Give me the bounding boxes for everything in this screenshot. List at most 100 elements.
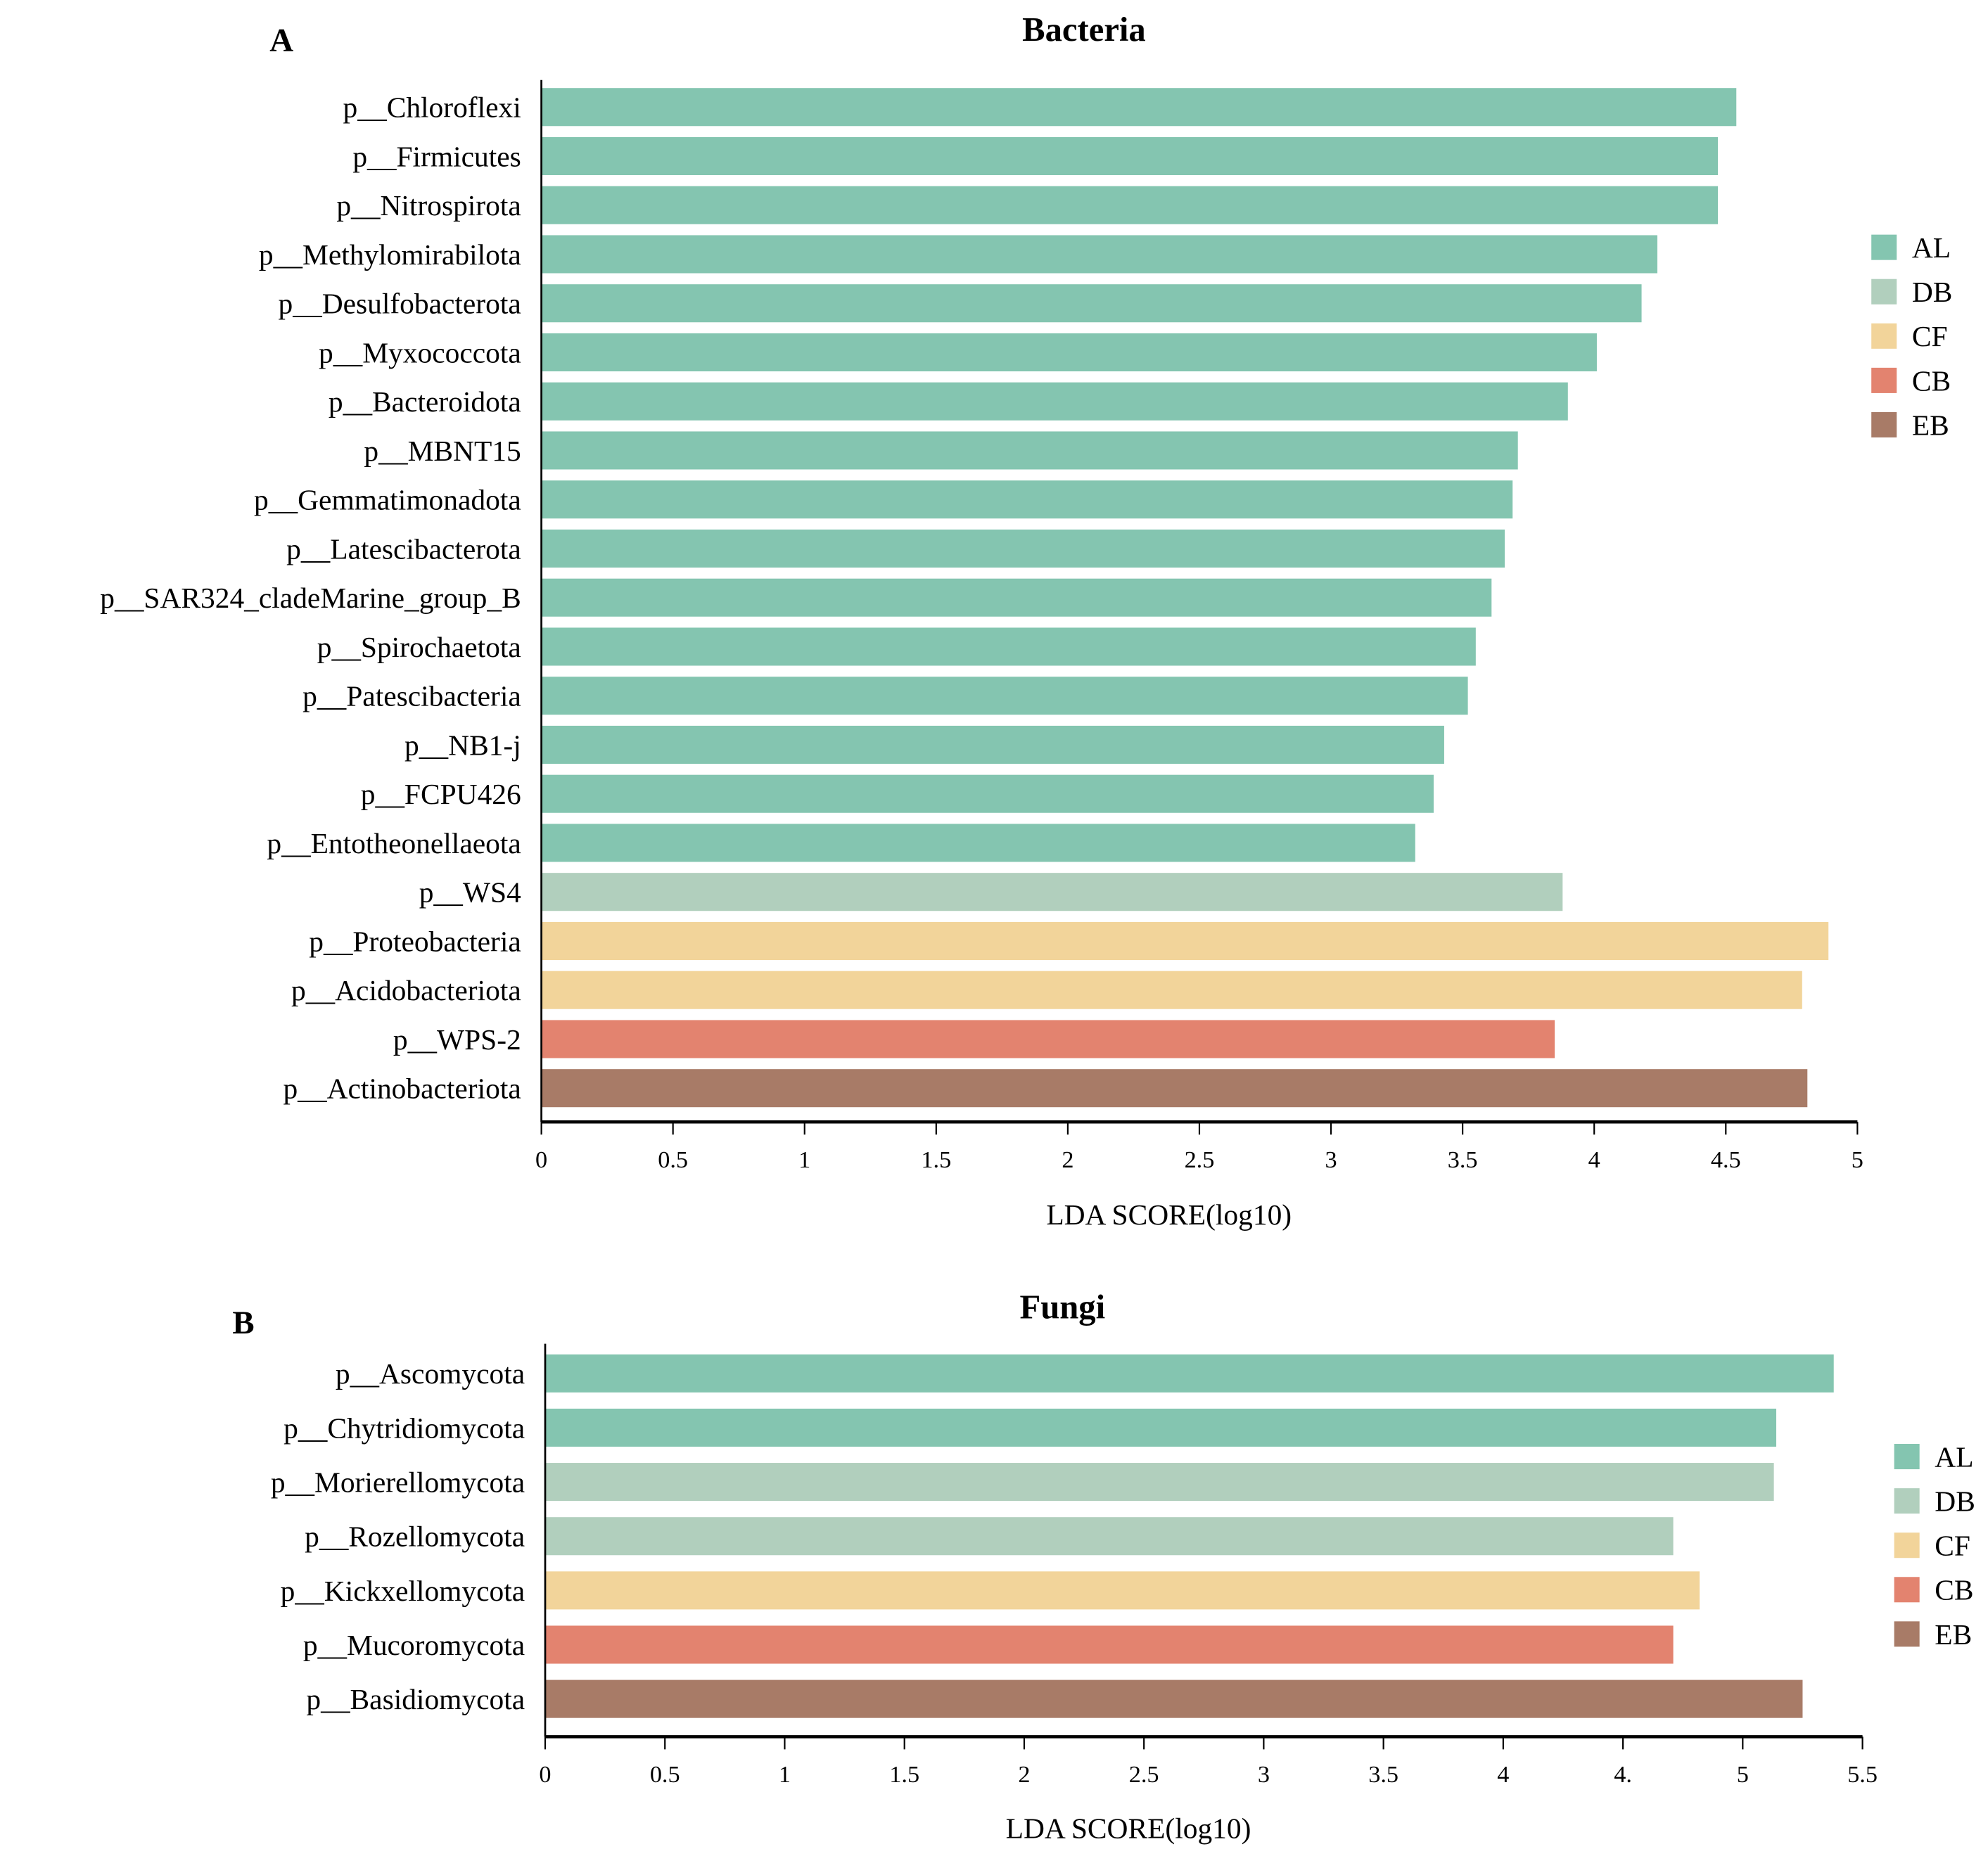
category-label: p__NB1-j — [404, 729, 521, 761]
chart-title: Bacteria — [1022, 11, 1146, 49]
legend-label-cf: CF — [1935, 1530, 1970, 1562]
bar-desulfobacterota — [541, 284, 1642, 323]
legend-label-db: DB — [1912, 276, 1953, 308]
x-tick-label: 1.5 — [889, 1761, 919, 1788]
bar-patescibacteria — [541, 677, 1468, 715]
category-label: p__Rozellomycota — [305, 1521, 525, 1553]
legend-swatch-cb — [1871, 367, 1897, 393]
legend-label-db: DB — [1935, 1485, 1975, 1518]
x-tick-label: 0.5 — [658, 1146, 688, 1173]
x-axis-title: LDA SCORE(log10) — [1006, 1812, 1251, 1845]
category-label: p__SAR324_cladeMarine_group_B — [100, 582, 521, 614]
bar-sar324_clademarine_group_b — [541, 578, 1492, 617]
bar-ws4 — [541, 873, 1563, 911]
x-tick-label: 5 — [1737, 1761, 1749, 1788]
legend-swatch-cb — [1894, 1577, 1920, 1603]
category-label: p__Actinobacteriota — [283, 1073, 521, 1105]
x-tick-label: 4 — [1588, 1146, 1600, 1173]
legend-label-eb: EB — [1935, 1618, 1972, 1651]
category-label: p__Morierellomycota — [271, 1466, 525, 1499]
bar-morierellomycota — [544, 1463, 1774, 1502]
x-tick-label: 0 — [535, 1146, 547, 1173]
category-label: p__Patescibacteria — [302, 680, 521, 712]
legend-swatch-al — [1871, 234, 1897, 260]
x-tick-label: 2 — [1062, 1146, 1073, 1173]
x-axis-title: LDA SCORE(log10) — [1046, 1198, 1292, 1231]
panel-label: B — [232, 1305, 254, 1341]
category-label: p__Desulfobacterota — [279, 288, 521, 320]
category-label: p__Kickxellomycota — [281, 1575, 525, 1607]
x-tick-label: 3.5 — [1448, 1146, 1478, 1173]
legend-label-eb: EB — [1912, 409, 1949, 441]
x-tick-label: 3.5 — [1368, 1761, 1398, 1788]
bar-entotheonellaeota — [541, 824, 1415, 862]
bar-chloroflexi — [541, 88, 1737, 127]
category-label: p__Proteobacteria — [309, 925, 521, 957]
x-tick-label: 3 — [1258, 1761, 1270, 1788]
category-label: p__Myxococcota — [319, 336, 521, 369]
category-label: p__Latescibacterota — [286, 532, 521, 565]
legend-label-al: AL — [1912, 231, 1951, 264]
legend-swatch-cf — [1894, 1532, 1920, 1559]
x-tick-label: 2.5 — [1129, 1761, 1159, 1788]
legend-swatch-eb — [1894, 1621, 1920, 1647]
bar-fcpu426 — [541, 774, 1434, 813]
category-label: p__FCPU426 — [361, 778, 521, 810]
x-tick-label: 4. — [1614, 1761, 1632, 1788]
legend-swatch-al — [1894, 1444, 1920, 1470]
bar-firmicutes — [541, 136, 1719, 176]
x-tick-label: 1 — [798, 1146, 810, 1173]
bar-mbnt15 — [541, 431, 1518, 470]
bar-spirochaetota — [541, 627, 1476, 666]
x-tick-label: 0 — [539, 1761, 551, 1788]
chart-title: Fungi — [1019, 1288, 1105, 1326]
legend-swatch-db — [1871, 279, 1897, 305]
category-label: p__WS4 — [419, 876, 521, 909]
category-label: p__Chloroflexi — [343, 91, 521, 124]
bar-basidiomycota — [544, 1679, 1803, 1718]
bar-bacteroidota — [541, 382, 1568, 421]
category-label: p__WPS-2 — [393, 1023, 521, 1056]
category-label: p__Firmicutes — [352, 140, 521, 172]
category-label: p__Nitrospirota — [336, 189, 521, 222]
x-tick-label: 5 — [1852, 1146, 1863, 1173]
bar-nitrospirota — [541, 186, 1719, 224]
legend-swatch-db — [1894, 1488, 1920, 1514]
category-label: p__Acidobacteriota — [291, 974, 521, 1006]
category-label: p__MBNT15 — [364, 435, 521, 467]
x-tick-label: 4 — [1497, 1761, 1509, 1788]
bar-wps-2 — [541, 1020, 1555, 1058]
bar-latescibacterota — [541, 529, 1505, 568]
category-label: p__Bacteroidota — [329, 385, 521, 418]
bar-nb1-j — [541, 725, 1444, 764]
legend-swatch-cf — [1871, 323, 1897, 349]
bar-myxococcota — [541, 333, 1597, 372]
category-label: p__Spirochaetota — [317, 631, 521, 663]
x-tick-label: 0.5 — [650, 1761, 680, 1788]
category-label: p__Chytridiomycota — [283, 1412, 525, 1444]
bar-mucoromycota — [544, 1625, 1674, 1664]
panel-label: A — [269, 22, 293, 58]
category-label: p__Gemmatimonadota — [254, 484, 521, 516]
x-tick-label: 1 — [779, 1761, 791, 1788]
x-tick-label: 2.5 — [1185, 1146, 1215, 1173]
legend-label-cf: CF — [1912, 320, 1948, 352]
bar-chytridiomycota — [544, 1408, 1777, 1447]
category-label: p__Ascomycota — [336, 1357, 525, 1390]
category-label: p__Basidiomycota — [306, 1683, 525, 1715]
bar-methylomirabilota — [541, 235, 1658, 274]
category-label: p__Entotheonellaeota — [267, 827, 521, 859]
bar-gemmatimonadota — [541, 480, 1513, 519]
bar-actinobacteriota — [541, 1069, 1808, 1108]
x-tick-label: 2 — [1018, 1761, 1030, 1788]
legend-label-cb: CB — [1935, 1574, 1973, 1606]
bar-kickxellomycota — [544, 1571, 1700, 1610]
bar-proteobacteria — [541, 921, 1829, 960]
bar-rozellomycota — [544, 1517, 1674, 1556]
legend-swatch-eb — [1871, 411, 1897, 437]
x-tick-label: 3 — [1325, 1146, 1337, 1173]
x-tick-label: 1.5 — [921, 1146, 951, 1173]
x-tick-label: 4.5 — [1711, 1146, 1741, 1173]
legend-label-al: AL — [1935, 1440, 1973, 1473]
